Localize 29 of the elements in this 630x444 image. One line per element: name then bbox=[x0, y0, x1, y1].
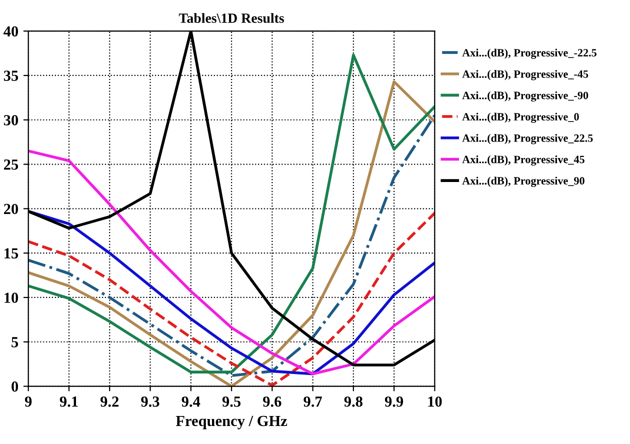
y-tick-label: 10 bbox=[4, 292, 18, 303]
y-tick-label: 35 bbox=[4, 70, 18, 81]
y-tick-label: 40 bbox=[4, 26, 18, 37]
legend-label: Axi...(dB), Progressive_22.5 bbox=[462, 134, 593, 144]
x-tick-label: 9.3 bbox=[141, 396, 160, 407]
x-tick-label: 9.6 bbox=[263, 396, 282, 407]
x-tick-label: 9.9 bbox=[384, 396, 404, 407]
x-tick-label: 9.5 bbox=[222, 396, 241, 407]
y-tick-label: 25 bbox=[4, 159, 18, 170]
y-tick-label: 15 bbox=[4, 248, 18, 259]
x-tick-label: 10 bbox=[428, 396, 442, 407]
y-tick-label: 5 bbox=[12, 337, 18, 348]
x-tick-label: 9.2 bbox=[100, 396, 119, 407]
y-tick-label: 0 bbox=[12, 381, 18, 392]
x-tick-label: 9 bbox=[24, 396, 32, 407]
y-tick-label: 20 bbox=[4, 204, 18, 214]
x-tick-label: 9.4 bbox=[182, 396, 200, 407]
legend-label: Axi...(dB), Progressive_0 bbox=[462, 112, 579, 123]
x-tick-label: 9.1 bbox=[60, 396, 78, 407]
y-tick-label: 30 bbox=[4, 115, 18, 126]
x-tick-label: 9.7 bbox=[304, 396, 322, 407]
legend-label: Axi...(dB), Progressive_90 bbox=[462, 176, 584, 187]
legend-label: Axi...(dB), Progressive_-22.5 bbox=[462, 48, 596, 59]
x-tick-label: 9.8 bbox=[344, 396, 362, 407]
legend-label: Axi...(dB), Progressive_-90 bbox=[462, 91, 588, 102]
legend-label: Axi...(dB), Progressive_-45 bbox=[462, 70, 588, 80]
legend-label: Axi...(dB), Progressive_45 bbox=[462, 155, 584, 166]
x-axis-title: Frequency / GHz bbox=[176, 416, 288, 430]
chart-title: Tables\1D Results bbox=[178, 13, 284, 23]
